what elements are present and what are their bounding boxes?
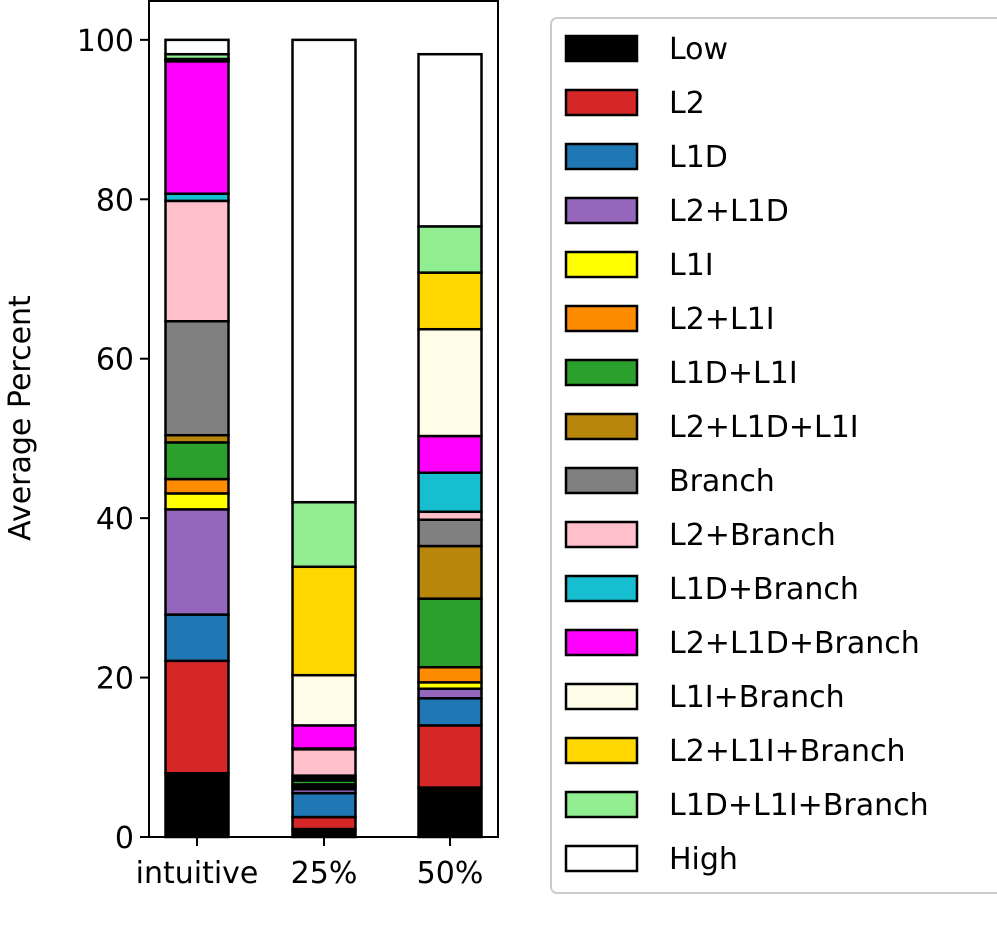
legend-frame [550, 17, 997, 894]
legend-swatch [564, 466, 639, 495]
legend-label: L2+L1I [669, 302, 775, 337]
bar-segment [417, 786, 483, 839]
legend-label: L2+Branch [669, 518, 836, 553]
bar-segment [164, 441, 230, 481]
bar-segment [417, 327, 483, 438]
legend-label: L1D+Branch [669, 572, 859, 607]
y-tick-label: 20 [96, 662, 134, 697]
x-axis: intuitive 25% 50% [136, 837, 484, 891]
bar-segment [291, 38, 357, 504]
y-tick-label: 0 [115, 821, 134, 856]
bar-segment [291, 815, 357, 831]
y-axis: 0 20 40 60 80 100 [77, 24, 149, 856]
bar-segment [291, 724, 357, 750]
legend-swatch [564, 88, 639, 117]
bar-segment [164, 492, 230, 511]
legend-label: L1I+Branch [669, 680, 845, 715]
x-tick-label: 25% [291, 856, 358, 891]
legend-swatch [564, 34, 639, 63]
legend-label: L1D+L1I+Branch [669, 788, 929, 823]
legend-swatch [564, 196, 639, 225]
legend-swatch [564, 682, 639, 711]
bar-segment [417, 724, 483, 789]
y-tick-label: 60 [96, 343, 134, 378]
legend-label: L2+L1D [669, 194, 789, 229]
bar-segment [164, 319, 230, 437]
legend-label: Low [669, 32, 728, 67]
bar-segment [291, 791, 357, 819]
legend-label: L1D [669, 140, 728, 175]
bar-segment [291, 565, 357, 677]
legend-swatch [564, 736, 639, 765]
bar-segment [417, 597, 483, 669]
plot-area [148, 0, 499, 839]
bar-segment [417, 52, 483, 228]
bar-segment [417, 544, 483, 600]
bar-segment [417, 687, 483, 700]
bar-segment [164, 38, 230, 56]
bar-segment [164, 199, 230, 323]
legend-swatch [564, 844, 639, 873]
bar-segment [164, 659, 230, 775]
bar-segment [164, 60, 230, 195]
bar-segment [291, 748, 357, 777]
bar-segment [291, 673, 357, 727]
legend: Low L2 L1D L2+L1D L1I L2+L1I L1D+L1I L2+L1D+L1I… [550, 17, 997, 894]
legend-swatch [564, 628, 639, 657]
bar-segment [164, 771, 230, 839]
legend-label: L1D+L1I [669, 356, 798, 391]
bar-segment [417, 471, 483, 514]
legend-label: L2+L1I+Branch [669, 734, 906, 769]
legend-swatch [564, 520, 639, 549]
bar-segment [417, 665, 483, 684]
legend-swatch [564, 142, 639, 171]
bar-segment [164, 508, 230, 616]
bar-segment [291, 500, 357, 569]
y-tick-label: 40 [96, 502, 134, 537]
x-tick-label: 50% [417, 856, 484, 891]
bar-segment [417, 271, 483, 331]
bar-segment [417, 518, 483, 548]
y-axis-label: Average Percent [3, 295, 38, 541]
bar-segment [417, 697, 483, 727]
legend-swatch [564, 412, 639, 441]
y-tick-label: 80 [96, 183, 134, 218]
bar-segment [164, 477, 230, 495]
legend-swatch [564, 790, 639, 819]
legend-label: L2+L1D+Branch [669, 626, 920, 661]
legend-swatch [564, 358, 639, 387]
legend-swatch [564, 250, 639, 279]
legend-label: Branch [669, 464, 775, 499]
x-tick-label: intuitive [136, 856, 259, 891]
legend-swatch [564, 304, 639, 333]
legend-label: L2+L1D+L1I [669, 410, 859, 445]
y-tick-label: 100 [77, 24, 134, 59]
legend-label: High [669, 842, 738, 877]
bar-segment [417, 434, 483, 474]
legend-label: L2 [669, 86, 705, 121]
bar-segment [417, 225, 483, 274]
legend-swatch [564, 574, 639, 603]
legend-label: L1I [669, 248, 714, 283]
bar-segment [164, 613, 230, 663]
